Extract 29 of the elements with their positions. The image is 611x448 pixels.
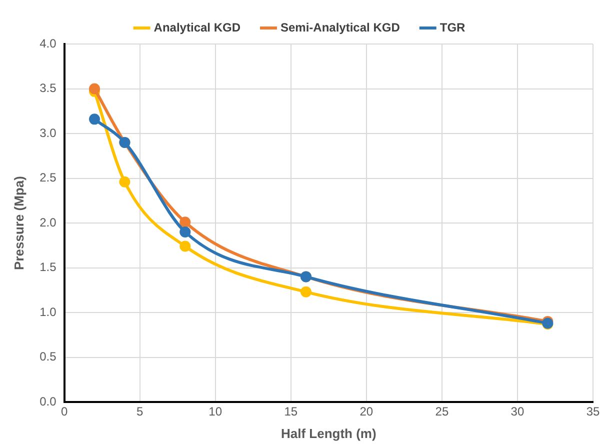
x-tick-label: 15 xyxy=(284,404,298,419)
x-tick-label: 0 xyxy=(60,404,68,419)
legend-label: TGR xyxy=(440,20,466,34)
x-tick-label: 5 xyxy=(136,404,144,419)
x-tick-label: 35 xyxy=(586,404,600,419)
point xyxy=(180,216,191,228)
point xyxy=(300,286,312,298)
y-tick-label: 4.0 xyxy=(40,36,57,50)
legend-label: Semi-Analytical KGD xyxy=(280,20,400,34)
point xyxy=(180,240,191,252)
x-tick-label: 25 xyxy=(435,404,449,419)
x-axis-title: Half Length (m) xyxy=(280,426,376,441)
y-tick-label: 0.5 xyxy=(40,350,57,364)
y-tick-label: 3.5 xyxy=(40,81,57,96)
y-tick-label: 3.0 xyxy=(40,126,57,140)
x-tick-label: 10 xyxy=(208,404,222,419)
y-tick-label: 2.0 xyxy=(40,215,57,230)
y-tick-label: 1.0 xyxy=(40,304,57,319)
x-tick-label: 20 xyxy=(360,404,374,419)
point xyxy=(180,226,191,238)
legend-label: Analytical KGD xyxy=(154,20,241,34)
y-tick-label: 0.0 xyxy=(40,394,57,408)
y-tick-label: 1.5 xyxy=(40,260,57,274)
y-axis-title: Pressure (Mpa) xyxy=(11,176,26,270)
point xyxy=(119,176,130,188)
x-tick-label: 30 xyxy=(510,404,524,419)
point xyxy=(88,114,100,125)
y-tick-label: 2.5 xyxy=(40,170,57,185)
point xyxy=(88,83,100,94)
